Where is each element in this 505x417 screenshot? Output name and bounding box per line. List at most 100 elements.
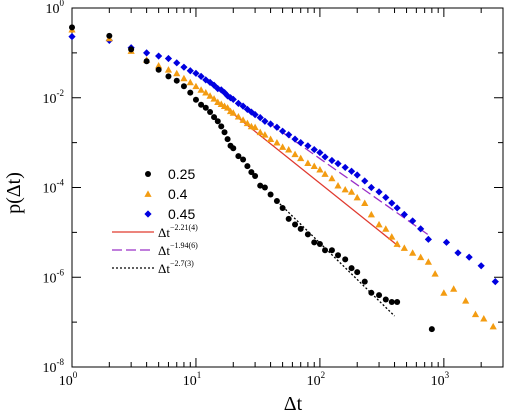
data-point-triangle <box>297 154 305 162</box>
data-point-triangle <box>304 159 312 166</box>
data-point-triangle <box>480 314 488 322</box>
plot-frame <box>71 7 504 368</box>
data-point-circle <box>155 66 162 73</box>
data-point-circle <box>248 169 255 176</box>
data-point-triangle <box>155 62 163 69</box>
data-point-diamond <box>465 253 473 261</box>
fit-lines <box>227 108 429 317</box>
data-point-diamond <box>256 114 264 122</box>
data-point-triangle <box>361 199 369 206</box>
data-point-diamond <box>388 199 396 207</box>
data-point-diamond <box>229 95 237 103</box>
data-point-diamond <box>393 204 401 212</box>
data-point-triangle <box>223 104 232 111</box>
data-point-circle <box>165 73 172 80</box>
data-point-diamond <box>261 117 269 125</box>
y-tick-label: 100 <box>46 0 65 17</box>
data-point-triangle <box>234 113 242 120</box>
data-point-triangle <box>192 82 200 90</box>
data-point-diamond <box>192 69 200 77</box>
data-point-circle <box>311 239 318 246</box>
data-point-triangle <box>334 182 342 189</box>
x-tick-label-exponent: 2 <box>321 370 326 380</box>
data-point-diamond <box>304 142 312 150</box>
data-point-circle <box>361 278 368 285</box>
fit-line <box>276 200 395 317</box>
data-point-triangle <box>321 170 329 177</box>
data-point-diamond <box>400 210 408 219</box>
data-point-diamond <box>310 145 318 154</box>
data-point-diamond <box>334 160 342 168</box>
data-point-triangle <box>388 233 396 240</box>
data-point-diamond <box>353 171 361 179</box>
legend-fit-label-base: Δt <box>158 225 170 240</box>
data-point-diamond <box>491 277 499 286</box>
data-point-circle <box>428 326 435 333</box>
data-point-triangle <box>341 185 349 193</box>
data-point-circle <box>198 101 205 108</box>
data-point-diamond <box>251 111 259 119</box>
data-point-diamond <box>273 123 281 131</box>
data-point-circle <box>348 265 355 272</box>
data-point-triangle <box>291 150 299 158</box>
data-point-triangle <box>409 249 417 256</box>
data-point-triangle <box>440 289 448 296</box>
data-point-triangle <box>266 135 275 142</box>
data-point-triangle <box>197 86 205 93</box>
data-point-triangle <box>214 98 222 105</box>
data-point-circle <box>304 231 311 238</box>
data-point-circle <box>202 104 209 111</box>
data-point-triangle <box>316 166 324 173</box>
data-point-diamond <box>409 217 417 225</box>
data-point-triangle <box>243 119 251 127</box>
data-point-diamond <box>278 127 287 135</box>
data-point-triangle <box>382 225 390 232</box>
y-tick-label-exponent: -8 <box>57 357 65 367</box>
data-point-diamond <box>417 225 425 233</box>
data-point-triangle <box>417 253 425 261</box>
data-point-circle <box>235 153 242 160</box>
fit-line <box>270 123 429 236</box>
data-point-triangle <box>393 240 401 247</box>
data-point-diamond <box>144 210 152 218</box>
data-point-diamond <box>143 49 151 57</box>
data-point-diamond <box>234 99 242 107</box>
y-tick-label: 10-4 <box>43 178 65 197</box>
legend-label: 0.45 <box>168 206 195 222</box>
legend-fit-label: Δt−2.7(3) <box>158 259 194 276</box>
data-point-circle <box>230 145 237 152</box>
data-point-diamond <box>186 67 194 75</box>
data-point-diamond <box>477 262 485 270</box>
data-point-diamond <box>454 249 462 257</box>
legend-fit-label-exponent: −2.21(4) <box>170 223 198 232</box>
data-point-triangle <box>261 131 269 138</box>
data-point-diamond <box>361 177 369 185</box>
data-point-circle <box>273 198 280 205</box>
data-point-triangle <box>173 69 181 77</box>
data-point-circle <box>240 156 247 163</box>
data-point-circle <box>368 289 375 296</box>
series-0.45 <box>68 33 499 286</box>
data-point-circle <box>376 292 383 299</box>
data-point-diamond <box>285 131 293 139</box>
data-point-triangle <box>328 174 336 182</box>
data-point-triangle <box>431 270 439 277</box>
data-point-triangle <box>310 162 318 169</box>
data-point-circle <box>267 191 274 198</box>
data-point-triangle <box>400 244 408 251</box>
data-point-triangle <box>164 66 173 73</box>
data-point-diamond <box>297 139 305 147</box>
data-point-triangle <box>424 258 432 265</box>
data-point-circle <box>128 46 135 53</box>
data-point-triangle <box>471 310 480 318</box>
data-point-triangle <box>206 92 214 99</box>
y-tick-label-exponent: -4 <box>57 178 65 188</box>
data-point-circle <box>211 114 218 121</box>
data-point-diamond <box>442 238 451 246</box>
series-0.25 <box>69 24 435 333</box>
data-point-circle <box>382 296 389 303</box>
data-point-triangle <box>251 123 259 131</box>
data-point-triangle <box>347 188 356 195</box>
legend-label: 0.25 <box>168 166 195 182</box>
y-tick-label: 10-6 <box>43 267 65 286</box>
